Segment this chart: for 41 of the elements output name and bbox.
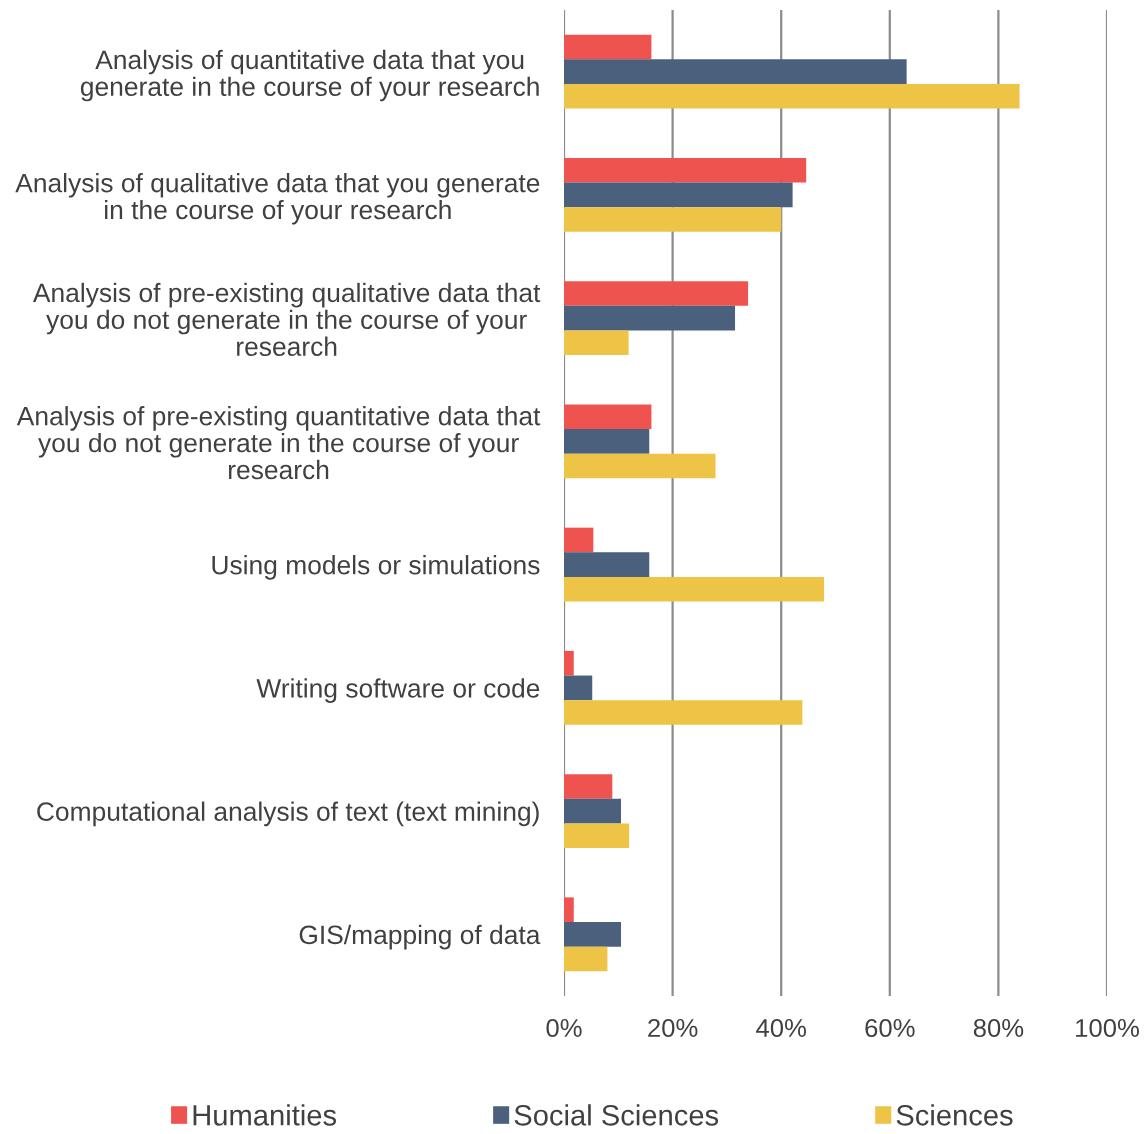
bar — [564, 330, 629, 356]
bar — [564, 83, 1020, 109]
bar — [564, 429, 650, 454]
bar — [564, 404, 652, 430]
legend-label: Humanities — [193, 1104, 337, 1126]
y-tick-label: GIS/mapping of data — [299, 924, 541, 950]
bar — [564, 946, 608, 972]
bar — [564, 527, 594, 553]
bar — [564, 798, 622, 824]
bar — [564, 281, 749, 306]
y-tick-label: Analysis of quantitative data that you generate in the course of your research — [80, 49, 539, 102]
bar — [564, 650, 574, 676]
x-tick-label: 100% — [1076, 1018, 1139, 1038]
x-tick-label: 20% — [648, 1018, 698, 1038]
bar — [564, 552, 650, 577]
x-tick-label: 60% — [865, 1018, 915, 1038]
y-tick-label: Using models or simulations — [212, 555, 540, 580]
bar — [564, 823, 630, 849]
bar — [564, 305, 736, 331]
bar — [564, 675, 593, 701]
bar — [564, 59, 907, 84]
bar — [564, 922, 622, 947]
bar — [564, 182, 793, 208]
y-tick-label: Writing software or code — [256, 678, 540, 703]
bar — [564, 897, 574, 923]
legend-label: Social Sciences — [514, 1104, 719, 1126]
y-tick-label: Analysis of pre-existing quantitative data that you do not generate in the course of your research — [16, 406, 541, 480]
bar — [564, 157, 807, 183]
bar — [564, 453, 716, 479]
y-tick-label: Analysis of qualitative data that you generate in the course of your research — [15, 173, 540, 225]
bar — [564, 576, 825, 602]
x-tick-label: 0% — [546, 1018, 582, 1038]
x-tick-label: 80% — [973, 1018, 1024, 1038]
legend-label: Sciences — [896, 1104, 1013, 1126]
y-tick-label: Computational analysis of text (text mining) — [37, 801, 539, 827]
bar — [564, 207, 782, 232]
bar — [564, 774, 613, 799]
bar — [564, 700, 803, 725]
x-tick-label: 40% — [756, 1018, 806, 1038]
y-tick-label: Analysis of pre-existing qualitative data that you do not generate in the course of your research — [32, 282, 541, 356]
bar — [564, 34, 652, 60]
